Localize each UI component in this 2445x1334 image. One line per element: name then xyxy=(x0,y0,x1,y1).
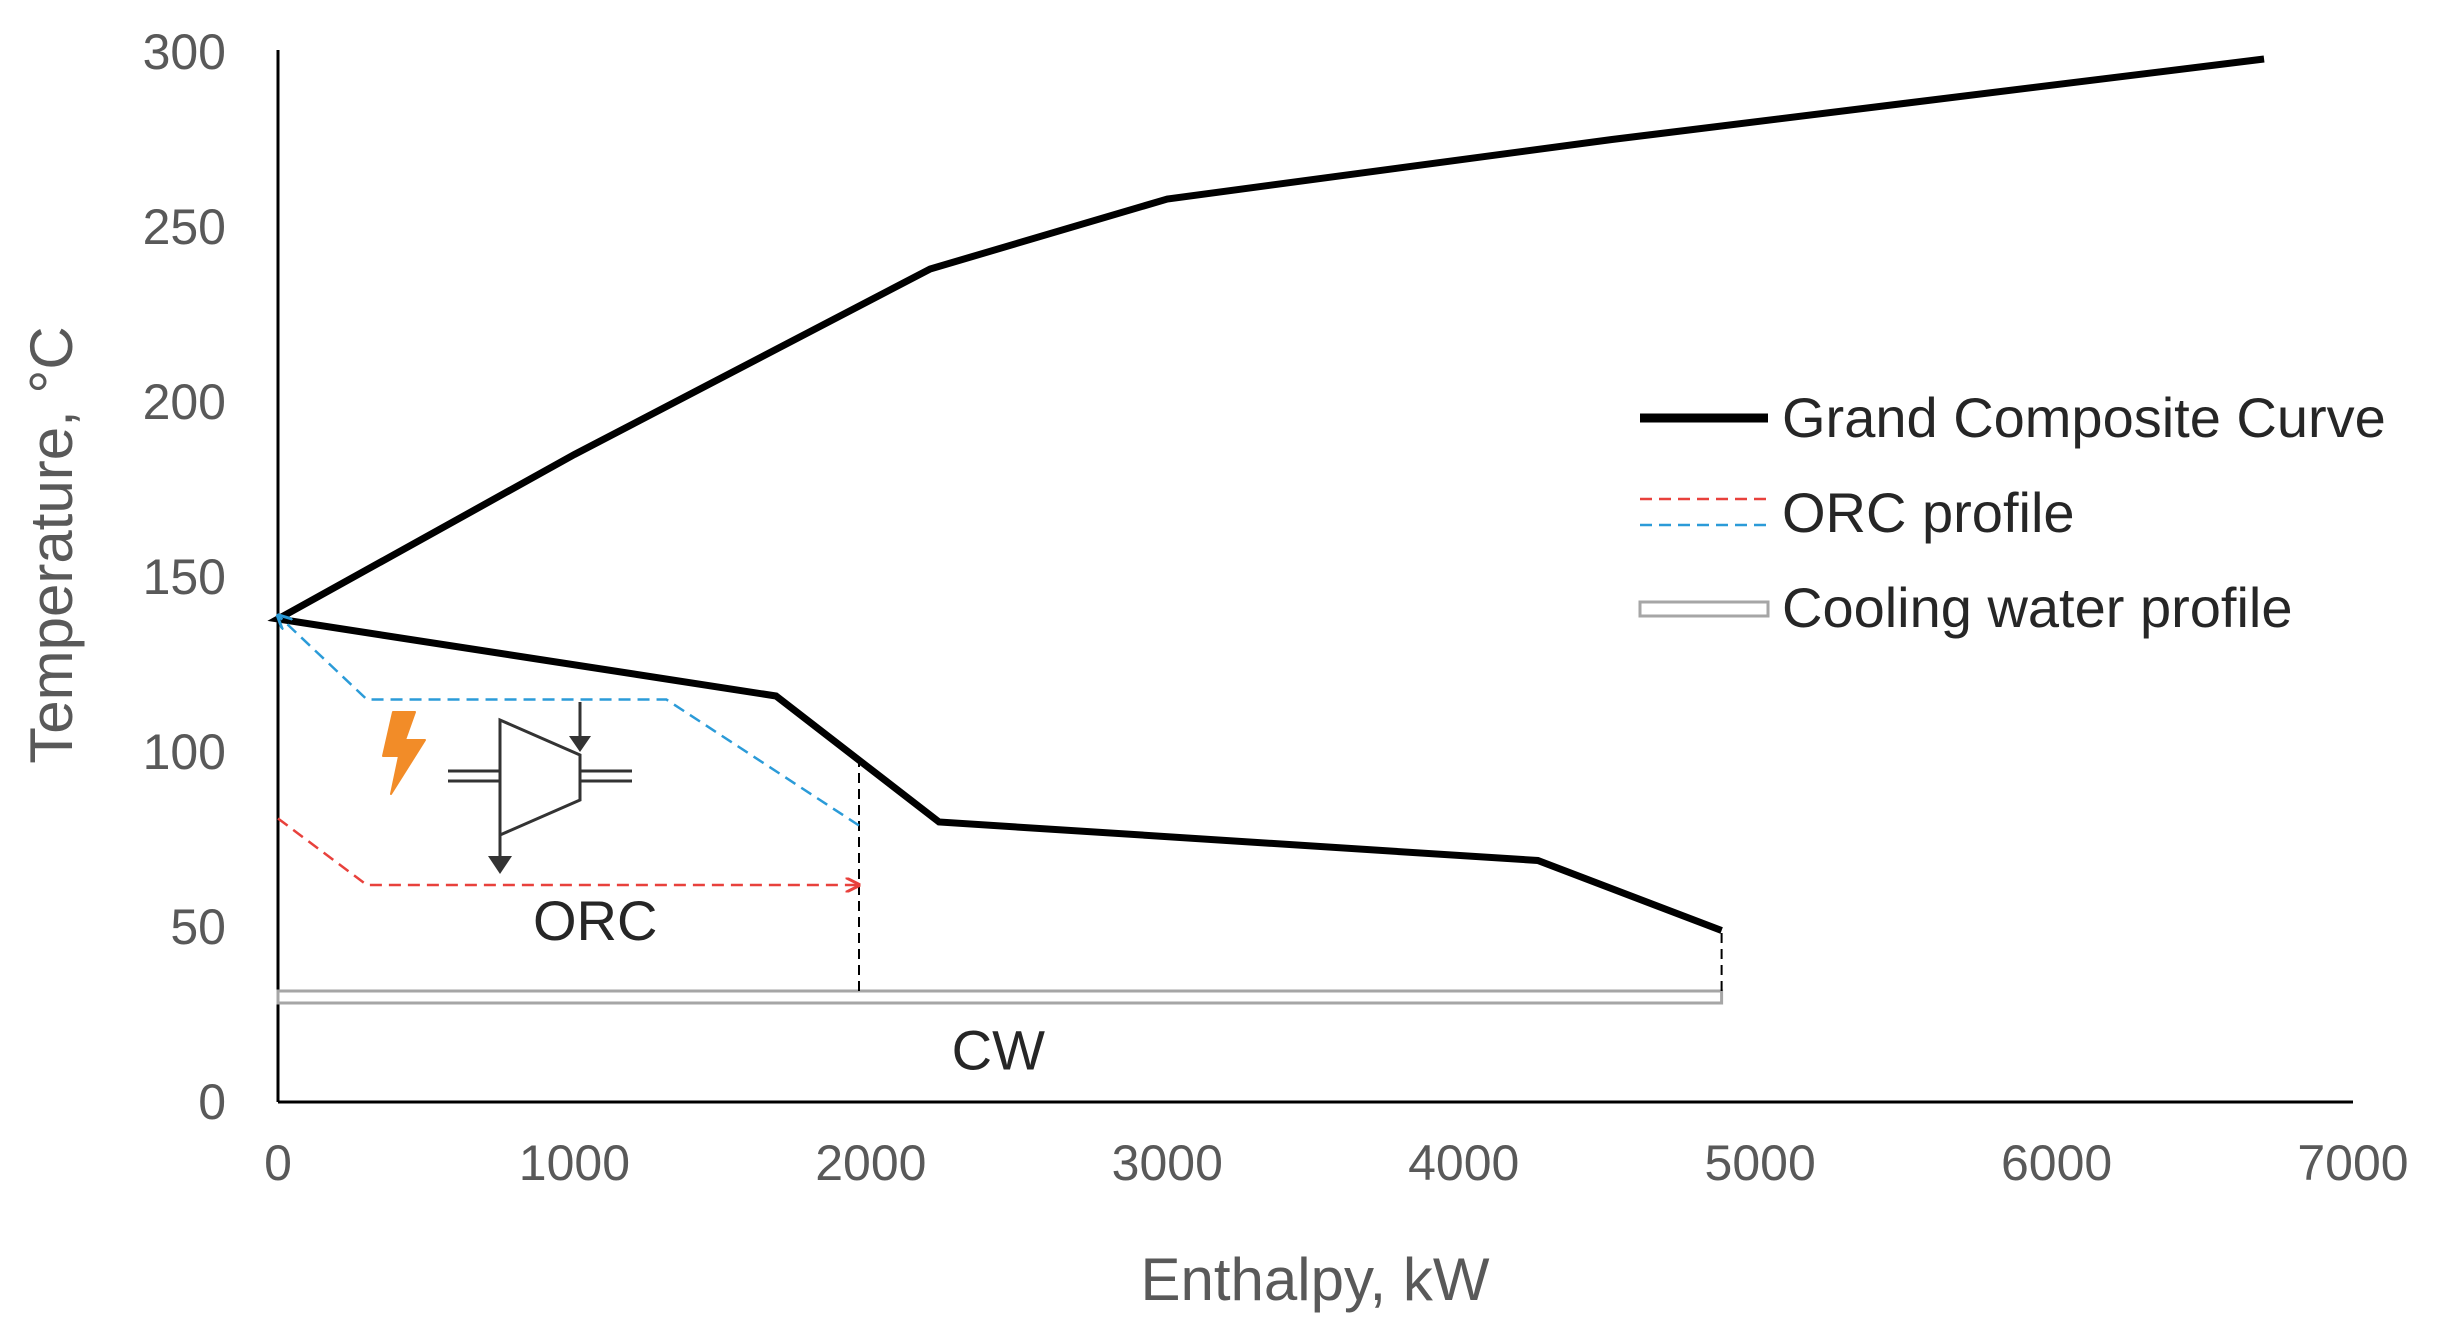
x-axis-ticks: 0 1000 2000 3000 4000 5000 6000 7000 xyxy=(264,1135,2409,1191)
legend-swatch-cw xyxy=(1638,600,1770,618)
grand-composite-curve-line xyxy=(267,55,2265,934)
x-tick-label: 3000 xyxy=(1112,1135,1223,1191)
x-tick-label: 5000 xyxy=(1705,1135,1816,1191)
x-axis-title: Enthalpy, kW xyxy=(1140,1246,1489,1313)
lightning-bolt-icon xyxy=(382,711,426,795)
orc-blue-profile-line xyxy=(278,616,860,827)
x-tick-label: 4000 xyxy=(1408,1135,1519,1191)
x-tick-label: 6000 xyxy=(2001,1135,2112,1191)
legend: Grand Composite Curve ORC profile Coolin… xyxy=(1638,386,2386,639)
y-tick-label: 0 xyxy=(198,1074,226,1130)
x-tick-label: 0 xyxy=(264,1135,292,1191)
y-tick-label: 300 xyxy=(143,24,226,80)
y-tick-label: 100 xyxy=(143,724,226,780)
orc-turbine-icon xyxy=(448,702,632,874)
guide-lines xyxy=(858,752,1723,991)
y-tick-label: 150 xyxy=(143,549,226,605)
y-axis-ticks: 0 50 100 150 200 250 300 xyxy=(143,24,226,1130)
cw-annotation: CW xyxy=(952,1019,1045,1082)
x-tick-label: 2000 xyxy=(815,1135,926,1191)
legend-label-orc: ORC profile xyxy=(1782,481,2075,544)
x-tick-label: 1000 xyxy=(519,1135,630,1191)
x-tick-label: 7000 xyxy=(2297,1135,2408,1191)
series-layer xyxy=(267,55,2265,934)
legend-label-cw: Cooling water profile xyxy=(1782,576,2292,639)
orc-red-profile-line xyxy=(277,817,859,886)
y-tick-label: 50 xyxy=(170,899,226,955)
y-axis-title: Temperature, °C xyxy=(18,326,85,764)
legend-label-gcc: Grand Composite Curve xyxy=(1782,386,2386,449)
orc-annotation: ORC xyxy=(533,889,657,952)
cooling-water-profile xyxy=(276,989,1724,1005)
y-tick-label: 200 xyxy=(143,374,226,430)
y-tick-label: 250 xyxy=(143,199,226,255)
